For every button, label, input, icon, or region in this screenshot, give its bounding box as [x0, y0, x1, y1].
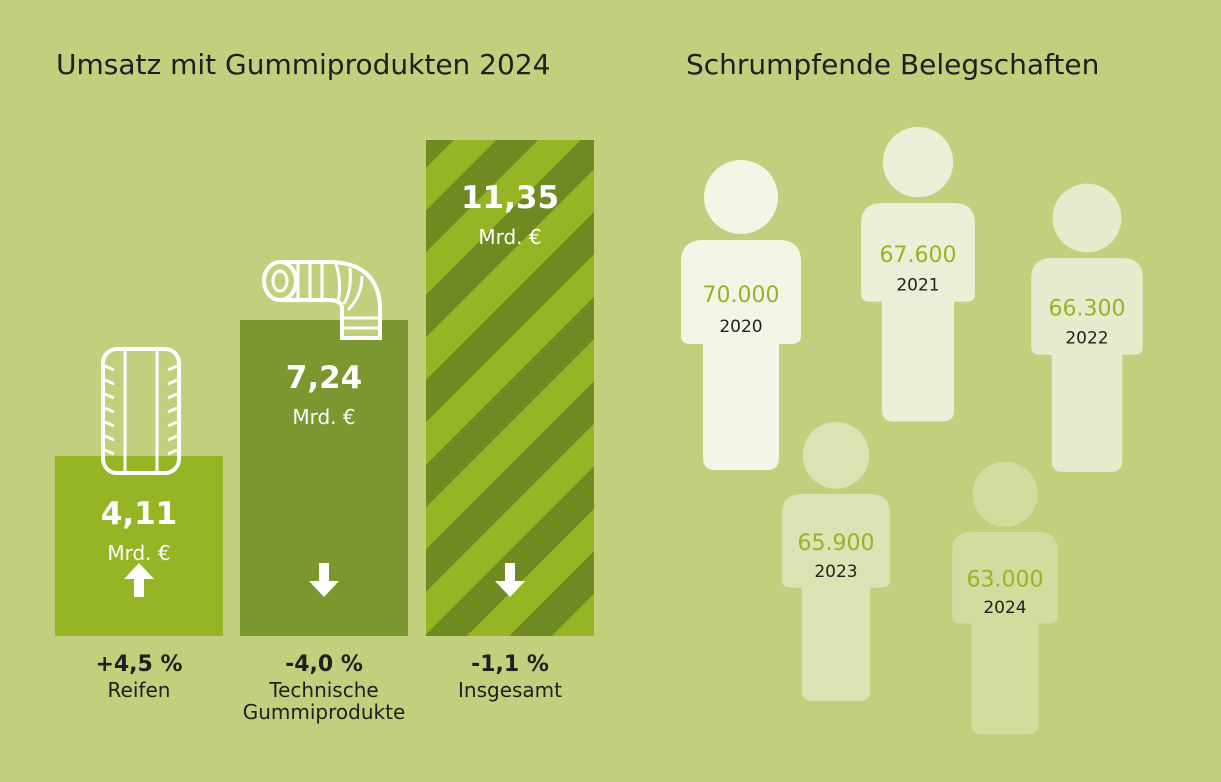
- chart-title-left: Umsatz mit Gummiprodukten 2024: [56, 48, 551, 81]
- person-2020: 70.000 2020: [681, 160, 801, 470]
- year-label-2020: 2020: [719, 317, 762, 337]
- value-label-2020: 70.000: [703, 283, 780, 308]
- category-label-technische-gummiprodukte: Technische Gummiprodukte: [242, 678, 406, 724]
- year-label-2024: 2024: [983, 598, 1026, 618]
- bar-insgesamt: 11,35 Mrd. €: [426, 140, 594, 636]
- bar-technische-gummiprodukte: 7,24 Mrd. €: [240, 320, 408, 636]
- person-2021: 67.600 2021: [861, 126, 975, 422]
- person-2022: 66.300 2022: [1031, 183, 1143, 472]
- arrow-down-icon: [309, 563, 339, 597]
- value-label-reifen: 4,11: [100, 496, 178, 532]
- caption-insgesamt: -1,1 % Insgesamt: [426, 652, 594, 702]
- person-2023: 65.900 2023: [782, 422, 890, 701]
- category-label-reifen: Reifen: [107, 678, 171, 702]
- year-label-2021: 2021: [896, 275, 939, 295]
- year-label-2022: 2022: [1065, 329, 1108, 349]
- person-2024: 63.000 2024: [952, 461, 1058, 735]
- caption-technische-gummiprodukte: -4,0 % Technische Gummiprodukte: [240, 652, 408, 724]
- hose-icon: [262, 260, 382, 340]
- category-label-insgesamt: Insgesamt: [458, 678, 562, 702]
- change-label-technische-gummiprodukte: -4,0 %: [285, 652, 363, 677]
- unit-label-insgesamt: Mrd. €: [478, 225, 542, 249]
- caption-reifen: +4,5 % Reifen: [55, 652, 223, 702]
- change-label-reifen: +4,5 %: [95, 652, 183, 677]
- arrow-up-icon: [124, 563, 154, 597]
- unit-label-reifen: Mrd. €: [107, 541, 171, 565]
- year-label-2023: 2023: [814, 562, 857, 582]
- value-label-insgesamt: 11,35: [460, 180, 560, 216]
- arrow-down-icon: [495, 563, 525, 597]
- value-label-technische-gummiprodukte: 7,24: [285, 360, 363, 396]
- value-label-2023: 65.900: [798, 531, 875, 556]
- value-label-2024: 63.000: [967, 568, 1044, 593]
- bar-reifen: 4,11 Mrd. €: [55, 456, 223, 636]
- chart-title-right: Schrumpfende Belegschaften: [686, 48, 1100, 81]
- unit-label-technische-gummiprodukte: Mrd. €: [292, 405, 356, 429]
- value-label-2022: 66.300: [1049, 297, 1126, 322]
- tire-icon: [101, 347, 181, 475]
- change-label-insgesamt: -1,1 %: [471, 652, 549, 677]
- value-label-2021: 67.600: [880, 243, 957, 268]
